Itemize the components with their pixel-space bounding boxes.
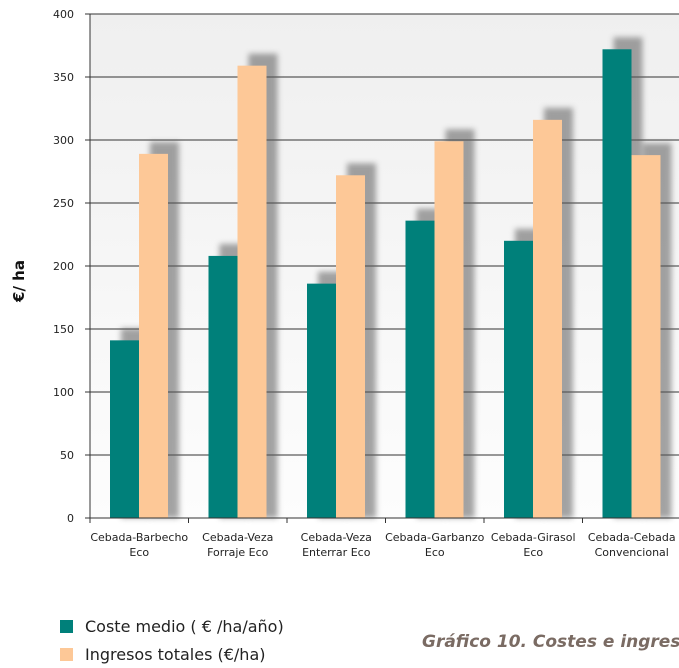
bar-coste bbox=[504, 240, 533, 519]
legend-label-ingresos: Ingresos totales (€/ha) bbox=[85, 644, 266, 664]
legend-item-coste: Coste medio ( € /ha/año) bbox=[60, 612, 284, 640]
x-category-label: Cebada-Veza bbox=[202, 531, 273, 544]
y-tick-label: 300 bbox=[53, 134, 74, 147]
x-category-label: Cebada-Barbecho bbox=[90, 531, 188, 544]
bar-coste bbox=[110, 340, 139, 518]
x-category-label: Cebada-Cebada bbox=[588, 531, 676, 544]
y-tick-label: 200 bbox=[53, 260, 74, 273]
x-category-label: Eco bbox=[425, 546, 445, 559]
bar-ingresos bbox=[434, 141, 464, 518]
x-category-label: Forraje Eco bbox=[207, 546, 269, 559]
legend-item-ingresos: Ingresos totales (€/ha) bbox=[60, 640, 284, 668]
bar-ingresos bbox=[631, 155, 661, 518]
legend-swatch-ingresos bbox=[60, 647, 73, 661]
y-tick-label: 150 bbox=[53, 323, 74, 336]
grid-lines bbox=[85, 13, 679, 519]
x-category-label: Enterrar Eco bbox=[302, 546, 371, 559]
bar-coste bbox=[208, 255, 238, 519]
legend: Coste medio ( € /ha/año) Ingresos totale… bbox=[60, 612, 284, 668]
figure-caption: Gráfico 10. Costes e ingres bbox=[422, 632, 679, 652]
bar-ingresos bbox=[336, 175, 365, 518]
x-category-labels: Cebada-Barbecho Eco Cebada-Veza Forraje Eco… bbox=[90, 531, 675, 559]
y-tick-label: 250 bbox=[53, 197, 74, 210]
bar-coste bbox=[307, 283, 336, 518]
y-tick-label: 50 bbox=[60, 449, 74, 462]
x-category-label: Cebada-Garbanzo bbox=[385, 531, 485, 544]
axes bbox=[89, 14, 679, 523]
y-tick-label: 400 bbox=[53, 8, 74, 21]
bar-coste bbox=[602, 49, 632, 518]
x-category-label: Eco bbox=[129, 546, 149, 559]
y-tick-labels: 0 50 100 150 200 250 300 350 400 bbox=[53, 8, 74, 525]
x-category-label: Convencional bbox=[595, 546, 669, 559]
y-tick-label: 100 bbox=[53, 386, 74, 399]
y-axis-label: €/ ha bbox=[10, 260, 28, 303]
y-tick-label: 350 bbox=[53, 71, 74, 84]
bar-ingresos bbox=[237, 65, 267, 518]
bar-ingresos bbox=[139, 153, 168, 519]
legend-swatch-coste bbox=[60, 619, 73, 633]
x-category-label: Cebada-Veza bbox=[301, 531, 372, 544]
bar-chart: 0 50 100 150 200 250 300 350 400 Cebada-Barbecho… bbox=[10, 8, 679, 559]
legend-label-coste: Coste medio ( € /ha/año) bbox=[85, 616, 284, 636]
y-tick-label: 0 bbox=[67, 512, 74, 525]
bars bbox=[110, 49, 661, 519]
bar-coste bbox=[405, 220, 435, 518]
x-category-label: Eco bbox=[523, 546, 543, 559]
bar-ingresos bbox=[533, 119, 562, 518]
x-category-label: Cebada-Girasol bbox=[491, 531, 576, 544]
